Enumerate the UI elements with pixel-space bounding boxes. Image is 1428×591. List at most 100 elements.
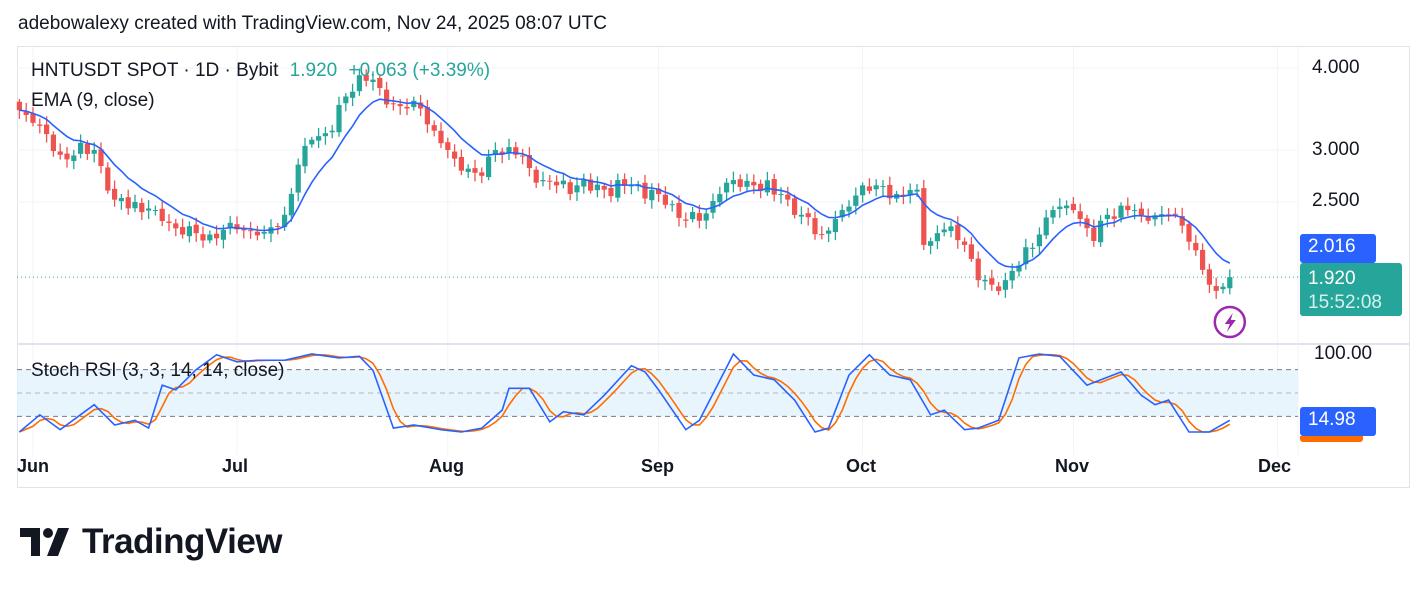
time-tick: Nov [1055,456,1090,476]
candle [730,180,736,185]
candle [78,142,84,154]
candle [955,224,961,241]
candle [533,169,539,183]
candle [846,206,852,212]
candle [261,231,267,234]
last-price-value: 1.920 [1308,268,1356,289]
candle [1186,224,1192,242]
candle [805,213,811,218]
candle [186,226,192,237]
candle [152,210,158,212]
candle [214,233,220,239]
candle [934,233,940,242]
candle [608,187,614,197]
candle [492,149,498,155]
price-tick: 2.500 [1312,190,1360,211]
candle [377,77,383,88]
time-tick: Aug [429,456,464,476]
candle [1036,234,1042,247]
candle [560,180,566,185]
candle [411,100,417,108]
candle [622,179,628,187]
candle [356,75,362,92]
ema-price-tag: 2.016 [1300,234,1376,263]
candle [737,179,743,187]
candle [404,106,410,109]
candle [785,194,791,200]
chart-credit: adebowalexy created with TradingView.com… [18,13,607,34]
candle [445,142,451,150]
candle [941,229,947,233]
candle [921,188,927,245]
candle [1016,265,1022,272]
time-tick: Oct [846,456,877,476]
candle [44,124,50,135]
price-change: +0.063 (+3.39%) [348,60,491,81]
candle [662,194,668,205]
candle [724,182,730,193]
candle [248,230,254,232]
candle [669,204,675,206]
price-tick: 4.000 [1312,57,1360,78]
candle [139,202,145,213]
candle [207,234,213,241]
stoch-tick: 100.00 [1314,343,1373,364]
candle [84,143,90,154]
candle [91,149,97,154]
candle [1132,210,1138,212]
candle [1111,216,1117,219]
symbol-info[interactable]: HNTUSDT SPOT · 1D · Bybit [31,60,279,81]
candle [642,182,648,199]
candle [975,258,981,281]
candle [880,186,886,188]
candle [220,229,226,240]
candle [309,139,315,145]
candle [948,226,954,231]
stoch-k-line [18,352,1231,433]
candle [329,130,335,133]
candle [1227,277,1233,289]
candle [764,180,770,193]
candle [180,227,186,235]
candle [1172,213,1178,215]
last-price-tag: 1.920 15:52:08 [1300,263,1402,316]
bar-countdown: 15:52:08 [1308,292,1382,313]
candle [1023,247,1029,265]
candle [486,156,492,178]
time-tick: Sep [641,456,675,476]
candle [758,183,764,191]
candle [118,198,124,202]
ema-legend[interactable]: EMA (9, close) [31,90,155,111]
candle [853,195,859,206]
candle [418,102,424,109]
tradingview-logo: TradingView [20,522,283,562]
candle [499,151,505,155]
candle [1070,203,1076,211]
stoch-rsi-legend[interactable]: Stoch RSI (3, 3, 14, 14, close) [31,360,285,381]
chart-frame [17,46,1410,488]
candle [112,188,118,200]
candle [1043,217,1049,236]
candle [928,241,934,246]
candle [581,179,587,187]
candle [696,213,702,221]
candle [343,96,349,104]
candle [907,189,913,195]
candle [1098,220,1104,243]
stoch-d-line [19,353,1231,433]
candle [554,181,560,186]
candle [363,74,369,81]
candle [166,221,172,223]
candle [384,89,390,105]
stoch-d-tag [1300,436,1363,442]
candle [302,145,308,167]
candle [146,208,152,211]
candle [540,180,546,182]
candle [1138,208,1144,215]
candle [1064,205,1070,209]
candle [1166,214,1172,216]
candle [656,188,662,195]
candle [479,172,485,176]
candle [513,147,519,155]
